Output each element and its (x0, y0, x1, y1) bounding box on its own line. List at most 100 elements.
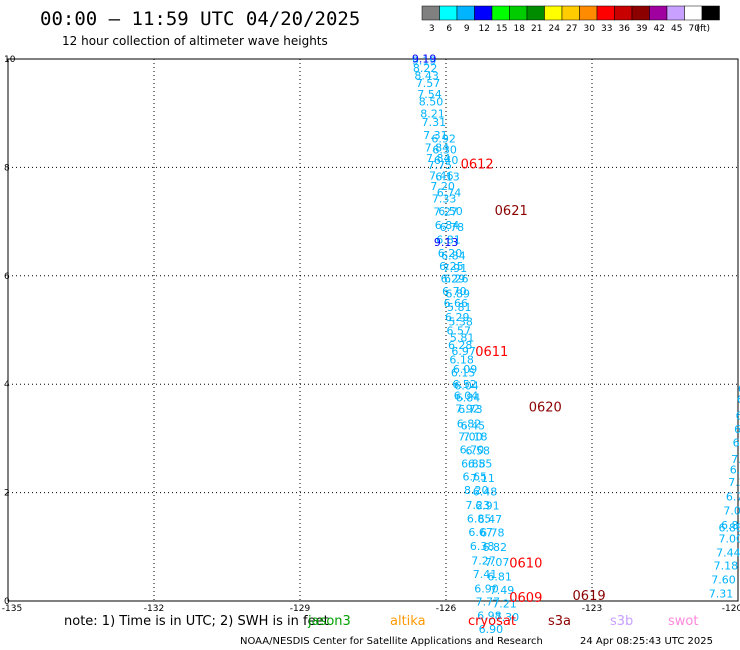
wave-height-value: 6.55 (730, 464, 740, 477)
wave-height-value: 7.46 (429, 169, 454, 182)
legend-swatch (614, 5, 633, 21)
wave-height-value: 6.25 (439, 260, 464, 273)
wave-height-value: 6.84 (456, 392, 481, 405)
wave-height-value: 7.27 (728, 476, 740, 489)
wave-height-value: 6.28 (448, 339, 473, 352)
wave-height-value: 6.38 (470, 540, 495, 553)
wave-height-value: 6.45 (461, 420, 486, 433)
satellite-name: s3b (610, 614, 633, 629)
legend-label: 15 (496, 24, 507, 34)
wave-height-value: 7.31 (422, 116, 447, 129)
legend-label: 18 (514, 24, 526, 34)
wave-height-value: 7.06 (731, 453, 740, 466)
y-tick-label: 6 (4, 272, 10, 282)
legend-label: 9 (464, 24, 470, 34)
track-time-label: 0619 (573, 589, 606, 604)
wave-height-value: 6.50 (438, 205, 463, 218)
track-time-label: 0620 (529, 400, 562, 415)
legend-label: 12 (479, 24, 490, 34)
wave-height-value: 9.19 (412, 54, 437, 67)
satellite-name: swot (668, 614, 698, 629)
legend-swatch (666, 5, 685, 21)
wave-height-value: 7.75 (428, 159, 453, 172)
y-tick-label: 8 (4, 163, 10, 173)
legend-swatch (456, 5, 475, 21)
legend-label: 27 (566, 24, 577, 34)
wave-height-value: 7.91 (443, 262, 468, 275)
wave-height-value: 7.21 (492, 598, 517, 611)
legend-label: 30 (584, 24, 596, 34)
wave-height-value: 7.33 (432, 193, 457, 206)
wave-height-value: 7.18 (463, 431, 488, 444)
legend-label: 45 (671, 24, 682, 34)
track-time-label: 0611 (475, 345, 508, 360)
wave-height-value: 6.84 (435, 219, 460, 232)
legend-label: 39 (636, 24, 648, 34)
legend-swatch (491, 5, 510, 21)
footer-note: note: 1) Time is in UTC; 2) SWH is in fe… (64, 614, 329, 629)
wave-height-value: 6.26 (444, 272, 469, 285)
wave-height-value: 9.13 (434, 236, 459, 249)
wave-height-value: 7.27 (471, 555, 496, 568)
track-time-label: 0610 (509, 556, 542, 571)
track-labels: 06120621061106200610060906190 (461, 157, 606, 606)
satellite-name: cryosat (468, 614, 516, 629)
wave-height-value: 6.89 (446, 287, 471, 300)
wave-height-value: 6.81 (436, 233, 461, 246)
legend-swatch (544, 5, 563, 21)
wave-height-value: 7.60 (711, 574, 736, 587)
y-tick-label: 0 (4, 597, 10, 607)
wave-height-value: 6.30 (432, 143, 457, 156)
wave-height-value: 6.20 (438, 247, 463, 260)
satellite-name: s3a (548, 614, 571, 629)
legend-label: 24 (549, 24, 561, 34)
axis-ticks: -135 -132 -129 -126 -123 -120 0 2 4 6 8 10 (2, 55, 740, 614)
track-time-label: 0612 (461, 157, 494, 172)
wave-height-value: 6.88 (719, 522, 740, 535)
wave-height-value: 6.09 (453, 363, 478, 376)
wave-height-value: 7.54 (417, 88, 442, 101)
y-tick-label: 4 (4, 380, 10, 390)
wave-height-value: 6.29 (441, 272, 466, 285)
wave-height-value: 6.70 (442, 285, 467, 298)
x-tick-label: -126 (436, 604, 457, 614)
wave-height-value: 6.82 (457, 418, 482, 431)
wave-height-value: 6.85 (467, 512, 492, 525)
wave-height-value: 6.67 (468, 526, 493, 539)
wave-height-value: 6.73 (458, 403, 483, 416)
wave-height-value: 9.19 (412, 52, 437, 65)
wave-height-value: 6.90 (479, 623, 504, 636)
wave-height-value: 7.23 (465, 499, 490, 512)
legend-swatch (631, 5, 650, 21)
y-tick-label: 10 (4, 55, 16, 65)
legend-label: 3 (429, 24, 435, 34)
wave-height-value: 7.27 (433, 206, 458, 219)
wave-height-value: 6.5 (733, 437, 740, 450)
legend-label: 33 (601, 24, 612, 34)
wave-height-value: 7.92 (455, 402, 480, 415)
wave-height-value: 6.48 (473, 485, 498, 498)
wave-height-value: 8.22 (413, 62, 438, 75)
wave-height-value: 8.43 (414, 70, 439, 83)
wave-height-value: 6.13 (435, 170, 460, 183)
wave-height-value: 6.57 (446, 324, 471, 337)
x-tick-label: -123 (582, 604, 602, 614)
wave-height-value: 6.84 (441, 250, 466, 263)
wave-height-value: 7.18 (714, 560, 739, 573)
wave-height-value: 7.41 (473, 568, 498, 581)
wave-height-value: 7.07 (485, 556, 510, 569)
wave-height-value: 6.4 (736, 409, 740, 422)
legend-swatch (649, 5, 668, 21)
wave-height-value: 7.84 (426, 152, 451, 165)
legend-swatch (509, 5, 528, 21)
wave-height-value: 7.49 (490, 584, 515, 597)
wave-height-value: 5.38 (448, 316, 473, 329)
wave-height-value: 6.04 (454, 389, 479, 402)
legend-swatch (561, 5, 580, 21)
legend-swatch (579, 5, 598, 21)
wave-height-value: 7.57 (416, 77, 441, 90)
grid-lines (8, 59, 738, 601)
wave-height-value: 7.44 (716, 547, 740, 560)
wave-height-value: 7.30 (495, 611, 519, 624)
